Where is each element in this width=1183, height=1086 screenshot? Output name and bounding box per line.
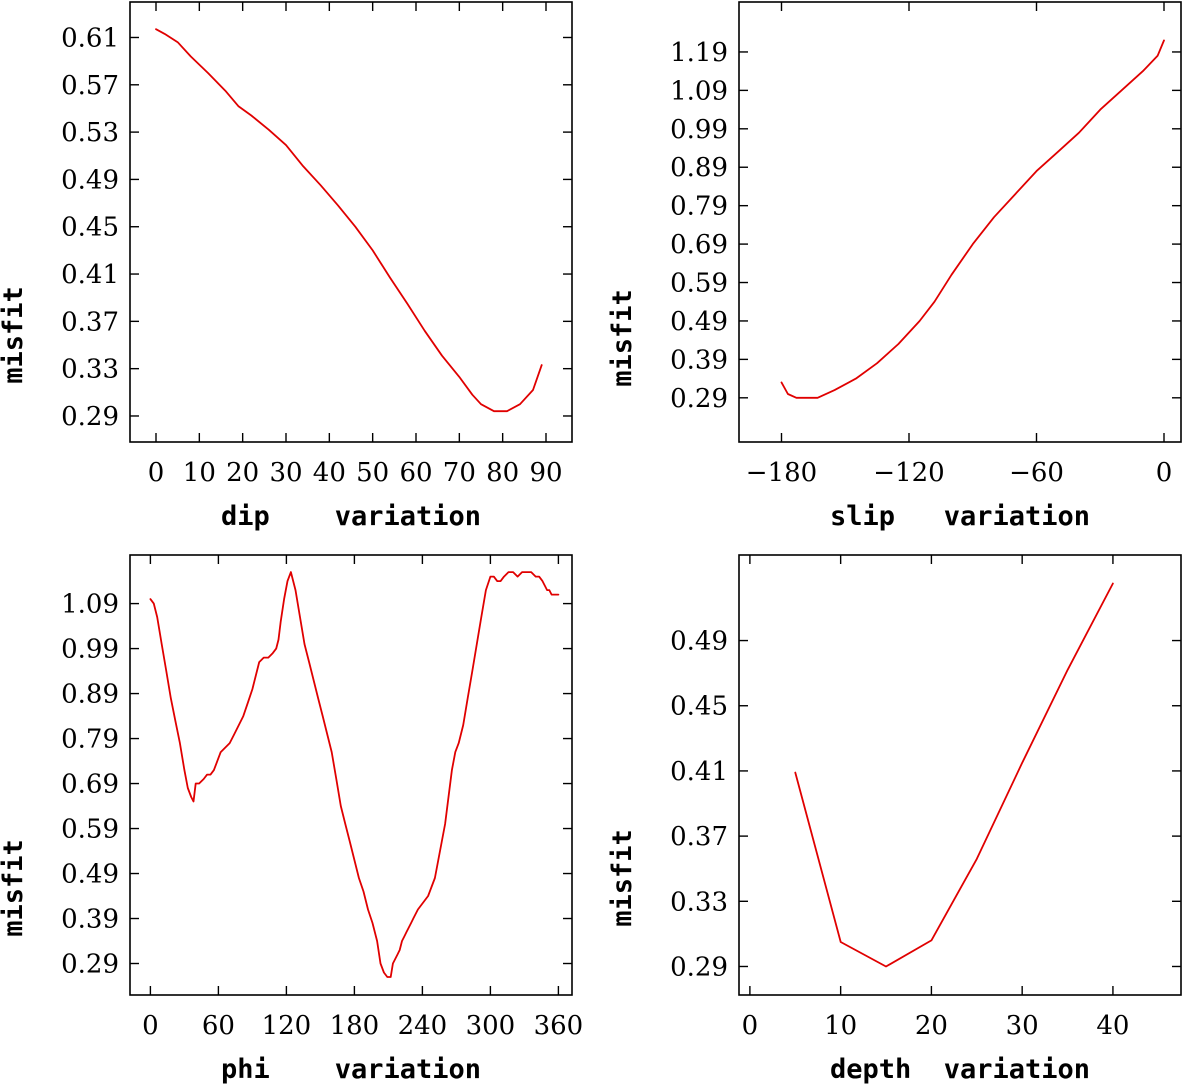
y-tick-label: 0.59 <box>670 269 728 299</box>
x-tick-label: 40 <box>1096 1011 1129 1041</box>
x-tick-label: 360 <box>534 1011 584 1041</box>
y-tick-label: 0.49 <box>61 860 119 890</box>
x-tick-label: 20 <box>915 1011 948 1041</box>
x-tick-label: 40 <box>313 458 346 488</box>
y-tick-label: 0.33 <box>670 887 728 917</box>
y-tick-label: 0.53 <box>61 118 119 148</box>
x-tick-label: 10 <box>183 458 216 488</box>
y-tick-label: 0.33 <box>61 355 119 385</box>
y-tick-label: 0.89 <box>61 680 119 710</box>
x-tick-label: 30 <box>269 458 302 488</box>
y-tick-label: 1.19 <box>670 38 728 68</box>
y-tick-label: 0.37 <box>670 822 728 852</box>
y-tick-label: 0.49 <box>61 165 119 195</box>
y-tick-label: 0.79 <box>670 192 728 222</box>
x-tick-label: 60 <box>202 1011 235 1041</box>
x-tick-label: 10 <box>824 1011 857 1041</box>
dip-variation-panel: 0 10 20 30 40 50 60 70 80 90 0.29 0.33 0.37 0.41 0.45 0… <box>0 1 573 532</box>
y-tick-label: 0.99 <box>670 115 728 145</box>
y-tick-label: 0.29 <box>61 950 119 980</box>
x-tick-label: 30 <box>1006 1011 1039 1041</box>
x-tick-label: 0 <box>1156 458 1173 488</box>
x-tick-label: 0 <box>142 1011 159 1041</box>
plot-frame <box>738 1 1182 443</box>
x-tick-label: −180 <box>746 458 817 488</box>
misfit-series-line <box>780 39 1165 399</box>
y-axis-label: misfit <box>0 286 29 384</box>
x-tick-label: 50 <box>356 458 389 488</box>
y-tick-label: 0.61 <box>61 23 119 53</box>
x-tick-label: −60 <box>1009 458 1064 488</box>
y-tick-label: 0.39 <box>61 905 119 935</box>
slip-variation-panel: −180 −120 −60 0 0.29 0.39 0.49 0.59 0.69 0.79 0.89… <box>607 1 1182 532</box>
misfit-series-line <box>794 582 1114 968</box>
x-tick-label: 70 <box>443 458 476 488</box>
phi-variation-panel: 0 60 120 180 240 300 360 0.29 0.39 0.49 0.59 0.69 0.… <box>0 554 584 1085</box>
y-tick-label: 1.09 <box>61 590 119 620</box>
plot-frame <box>738 554 1182 996</box>
x-axis-label: depth variation <box>830 1054 1090 1085</box>
y-tick-label: 0.79 <box>61 725 119 755</box>
x-axis-label: phi variation <box>221 1054 481 1085</box>
x-tick-label: 0 <box>148 458 165 488</box>
x-tick-label: 90 <box>529 458 562 488</box>
x-tick-label: 300 <box>466 1011 516 1041</box>
y-tick-label: 0.89 <box>670 153 728 183</box>
x-tick-label: −120 <box>873 458 944 488</box>
y-tick-label: 0.57 <box>61 71 119 101</box>
misfit-series-line <box>149 571 560 978</box>
x-tick-label: 180 <box>330 1011 380 1041</box>
y-tick-label: 0.29 <box>61 402 119 432</box>
plot-frame <box>129 554 573 996</box>
y-tick-label: 0.37 <box>61 307 119 337</box>
y-axis-label: misfit <box>607 829 638 927</box>
x-tick-label: 80 <box>486 458 519 488</box>
plot-frame <box>129 1 573 443</box>
y-tick-label: 0.41 <box>670 757 728 787</box>
y-tick-label: 0.69 <box>670 230 728 260</box>
x-tick-label: 60 <box>399 458 432 488</box>
y-tick-label: 0.41 <box>61 260 119 290</box>
x-tick-label: 120 <box>262 1011 312 1041</box>
x-tick-label: 240 <box>398 1011 448 1041</box>
y-tick-label: 0.69 <box>61 770 119 800</box>
x-axis-label: dip variation <box>221 501 481 532</box>
y-tick-label: 0.29 <box>670 952 728 982</box>
x-axis-label: slip variation <box>830 501 1090 532</box>
y-tick-label: 0.45 <box>670 692 728 722</box>
y-tick-label: 1.09 <box>670 76 728 106</box>
misfit-series-line <box>155 28 543 413</box>
y-tick-label: 0.39 <box>670 345 728 375</box>
y-tick-label: 0.49 <box>670 627 728 657</box>
y-axis-label: misfit <box>607 289 638 387</box>
depth-variation-panel: 0 10 20 30 40 0.29 0.33 0.37 0.41 0.45 0.49 depth v… <box>607 554 1182 1085</box>
y-tick-label: 0.59 <box>61 815 119 845</box>
y-tick-label: 0.29 <box>670 384 728 414</box>
x-tick-label: 0 <box>742 1011 759 1041</box>
y-axis-label: misfit <box>0 839 29 937</box>
y-tick-label: 0.99 <box>61 635 119 665</box>
y-tick-label: 0.49 <box>670 307 728 337</box>
y-tick-label: 0.45 <box>61 213 119 243</box>
x-tick-label: 20 <box>226 458 259 488</box>
